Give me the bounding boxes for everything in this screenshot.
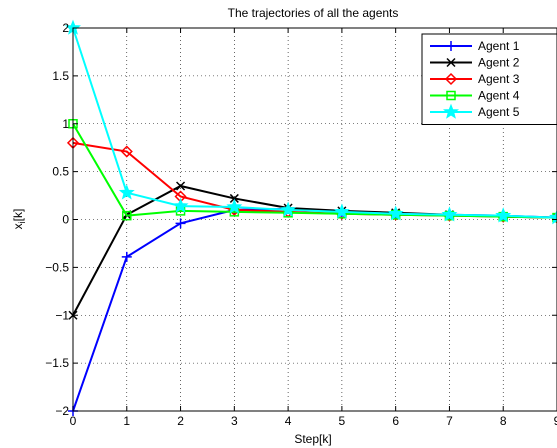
x-tick-label: 1 bbox=[123, 414, 130, 428]
y-axis-title-main: x bbox=[11, 223, 25, 229]
series-4-marker bbox=[122, 210, 132, 221]
legend-item: Agent 1 bbox=[430, 39, 520, 53]
y-tick-label: −1.5 bbox=[45, 356, 69, 370]
y-tick-label: −1 bbox=[55, 308, 69, 322]
x-tick-label: 7 bbox=[446, 414, 453, 428]
legend-marker bbox=[446, 57, 456, 68]
series-5-marker bbox=[172, 197, 189, 213]
x-tick-label: 0 bbox=[70, 414, 77, 428]
grid bbox=[73, 28, 557, 411]
series-5-marker bbox=[441, 206, 458, 222]
legend-item: Agent 5 bbox=[430, 103, 520, 119]
legend-label: Agent 4 bbox=[478, 89, 520, 103]
series-5-marker bbox=[118, 184, 135, 200]
series-5-marker bbox=[495, 207, 512, 223]
series-5-marker bbox=[226, 198, 243, 214]
y-axis-title: xi[k] bbox=[11, 209, 27, 230]
legend-item: Agent 3 bbox=[430, 72, 520, 86]
legend: Agent 1 Agent 2 Agent 3 Agent 4 Agent 5 bbox=[421, 33, 557, 125]
x-axis-title: Step[k] bbox=[294, 432, 331, 446]
x-tick-label: 5 bbox=[339, 414, 346, 428]
x-tick-label: 2 bbox=[177, 414, 184, 428]
y-tick-label: 0.5 bbox=[52, 165, 69, 179]
series-2-marker bbox=[229, 193, 239, 203]
x-tick-label: 3 bbox=[231, 414, 238, 428]
series-5-marker bbox=[333, 203, 350, 219]
legend-item: Agent 4 bbox=[430, 89, 520, 103]
y-tick-label: −2 bbox=[55, 404, 69, 418]
y-axis-title-subscript: i bbox=[17, 221, 27, 223]
series-5-marker bbox=[387, 205, 404, 221]
y-tick-label: 2 bbox=[62, 21, 69, 35]
series-1-marker bbox=[121, 251, 132, 262]
axes bbox=[72, 27, 557, 412]
legend-label: Agent 2 bbox=[478, 56, 520, 70]
y-axis-title-suffix: [k] bbox=[11, 209, 25, 222]
legend-label: Agent 3 bbox=[478, 72, 520, 86]
x-tick-label: 6 bbox=[392, 414, 399, 428]
y-tick-label: 1.5 bbox=[52, 69, 69, 83]
x-tick-label: 4 bbox=[285, 414, 292, 428]
x-tick-label: 8 bbox=[500, 414, 507, 428]
series-5-marker bbox=[549, 209, 557, 225]
series-2-marker bbox=[176, 181, 186, 191]
x-tick-label: 9 bbox=[554, 414, 557, 428]
legend-marker bbox=[446, 41, 456, 51]
tick-labels: 0 1 2 3 4 5 6 7 8 9 −2 −1.5 −1 −0.5 0 0.5 1 1.5 2 bbox=[45, 21, 557, 428]
legend-marker bbox=[446, 90, 456, 101]
y-tick-label: 0 bbox=[62, 213, 69, 227]
series-group bbox=[65, 19, 557, 416]
legend-marker bbox=[443, 103, 459, 119]
legend-marker bbox=[444, 72, 458, 86]
plot-border bbox=[72, 27, 557, 412]
series-3-marker bbox=[120, 145, 133, 158]
legend-label: Agent 5 bbox=[478, 105, 520, 119]
series-5-line bbox=[72, 27, 557, 219]
series-5 bbox=[65, 19, 557, 225]
y-tick-label: 1 bbox=[62, 117, 69, 131]
series-1-marker bbox=[175, 218, 186, 229]
y-tick-label: −0.5 bbox=[45, 260, 69, 274]
series-5-marker bbox=[280, 201, 297, 217]
legend-label: Agent 1 bbox=[478, 39, 520, 53]
chart-title: The trajectories of all the agents bbox=[228, 6, 399, 20]
legend-item: Agent 2 bbox=[430, 56, 520, 70]
